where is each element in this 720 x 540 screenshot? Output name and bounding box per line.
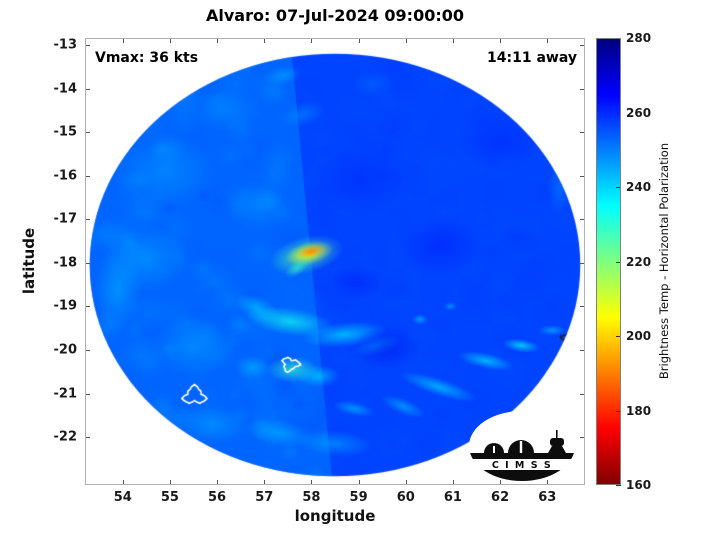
x-tick-label: 61 bbox=[443, 490, 462, 505]
y-tick-mark bbox=[85, 175, 90, 177]
y-tick-label: -22 bbox=[53, 429, 78, 445]
x-tick-mark bbox=[169, 38, 171, 43]
y-tick-mark bbox=[580, 262, 585, 264]
colorbar-tick-mark bbox=[616, 336, 621, 337]
colorbar-tick-mark bbox=[616, 38, 621, 39]
y-tick-label: -21 bbox=[53, 386, 78, 401]
x-tick-mark bbox=[500, 38, 502, 43]
y-tick-label: -15 bbox=[53, 124, 78, 140]
dome-slit bbox=[519, 441, 523, 453]
y-tick-label: -20 bbox=[53, 342, 78, 358]
x-tick-label: 55 bbox=[160, 490, 179, 505]
x-tick-mark bbox=[217, 38, 219, 43]
x-tick-mark bbox=[264, 480, 266, 485]
colorbar-tick-label: 180 bbox=[626, 403, 652, 418]
y-tick-label: -16 bbox=[53, 168, 78, 184]
y-tick-mark bbox=[85, 262, 90, 264]
colorbar-tick-label: 160 bbox=[626, 478, 652, 492]
x-tick-mark bbox=[547, 38, 549, 43]
logo-bottom-band bbox=[469, 470, 575, 481]
y-tick-label: -17 bbox=[53, 211, 78, 227]
y-tick-mark bbox=[85, 306, 90, 308]
y-tick-mark bbox=[85, 349, 90, 351]
x-tick-label: 58 bbox=[302, 490, 321, 505]
y-tick-mark bbox=[580, 175, 585, 177]
x-tick-label: 60 bbox=[396, 490, 415, 505]
y-tick-label: -13 bbox=[53, 37, 78, 53]
x-tick-label: 63 bbox=[538, 490, 557, 505]
x-tick-mark bbox=[547, 480, 549, 485]
x-tick-mark bbox=[311, 38, 313, 43]
y-tick-mark bbox=[580, 349, 585, 351]
colorbar-tick-mark bbox=[616, 112, 621, 114]
x-tick-mark bbox=[217, 480, 219, 485]
x-tick-label: 62 bbox=[491, 490, 510, 505]
y-tick-label: -14 bbox=[53, 81, 78, 97]
y-tick-mark bbox=[580, 88, 585, 90]
x-tick-mark bbox=[169, 480, 171, 485]
x-axis-label: longitude bbox=[294, 507, 376, 525]
dome-slit bbox=[493, 446, 495, 453]
x-tick-mark bbox=[500, 480, 502, 485]
y-tick-mark bbox=[85, 437, 90, 439]
y-tick-mark bbox=[580, 437, 585, 439]
colorbar-tick-label: 260 bbox=[626, 105, 652, 120]
x-tick-mark bbox=[264, 38, 266, 43]
x-tick-label: 54 bbox=[113, 490, 132, 505]
y-tick-mark bbox=[85, 88, 90, 90]
x-tick-mark bbox=[405, 480, 407, 485]
satellite-swath-image bbox=[85, 38, 585, 485]
y-tick-mark bbox=[580, 306, 585, 308]
x-tick-mark bbox=[405, 38, 407, 43]
cimss-logo: C I M S S bbox=[469, 411, 575, 481]
y-tick-mark bbox=[85, 219, 90, 221]
plot-title: Alvaro: 07-Jul-2024 09:00:00 bbox=[205, 6, 464, 25]
y-tick-mark bbox=[85, 132, 90, 134]
x-tick-mark bbox=[452, 38, 454, 43]
y-tick-mark bbox=[580, 44, 585, 46]
colorbar-tick-label: 200 bbox=[626, 329, 652, 343]
x-tick-label: 59 bbox=[349, 490, 368, 505]
colorbar-tick-label: 220 bbox=[626, 254, 652, 269]
x-tick-label: 56 bbox=[208, 490, 227, 505]
x-tick-mark bbox=[358, 480, 360, 485]
y-tick-mark bbox=[85, 393, 90, 395]
x-tick-mark bbox=[358, 38, 360, 43]
colorbar-label: Brightness Temp - Horizontal Polarizatio… bbox=[657, 142, 671, 380]
colorbar-tick-mark bbox=[616, 261, 621, 263]
y-tick-mark bbox=[580, 132, 585, 134]
colorbar-tick-mark bbox=[616, 410, 621, 412]
vmax-annotation: Vmax: 36 kts bbox=[95, 50, 199, 66]
colorbar-tick-label: 240 bbox=[626, 180, 652, 194]
time-away-annotation: 14:11 away bbox=[487, 50, 577, 66]
water-tower-icon bbox=[550, 438, 564, 446]
x-tick-mark bbox=[452, 480, 454, 485]
y-tick-mark bbox=[580, 393, 585, 395]
colorbar-tick-label: 280 bbox=[626, 31, 652, 45]
y-tick-label: -18 bbox=[53, 255, 78, 271]
y-tick-mark bbox=[85, 44, 90, 46]
cimss-logo-text: C I M S S bbox=[492, 460, 552, 471]
x-tick-label: 57 bbox=[255, 490, 274, 505]
colorbar-tick-mark bbox=[616, 485, 621, 486]
x-tick-mark bbox=[311, 480, 313, 485]
y-tick-label: -19 bbox=[53, 298, 78, 314]
x-tick-mark bbox=[122, 480, 124, 485]
x-tick-mark bbox=[122, 38, 124, 43]
colorbar-tick-mark bbox=[616, 187, 621, 188]
y-tick-mark bbox=[580, 219, 585, 221]
